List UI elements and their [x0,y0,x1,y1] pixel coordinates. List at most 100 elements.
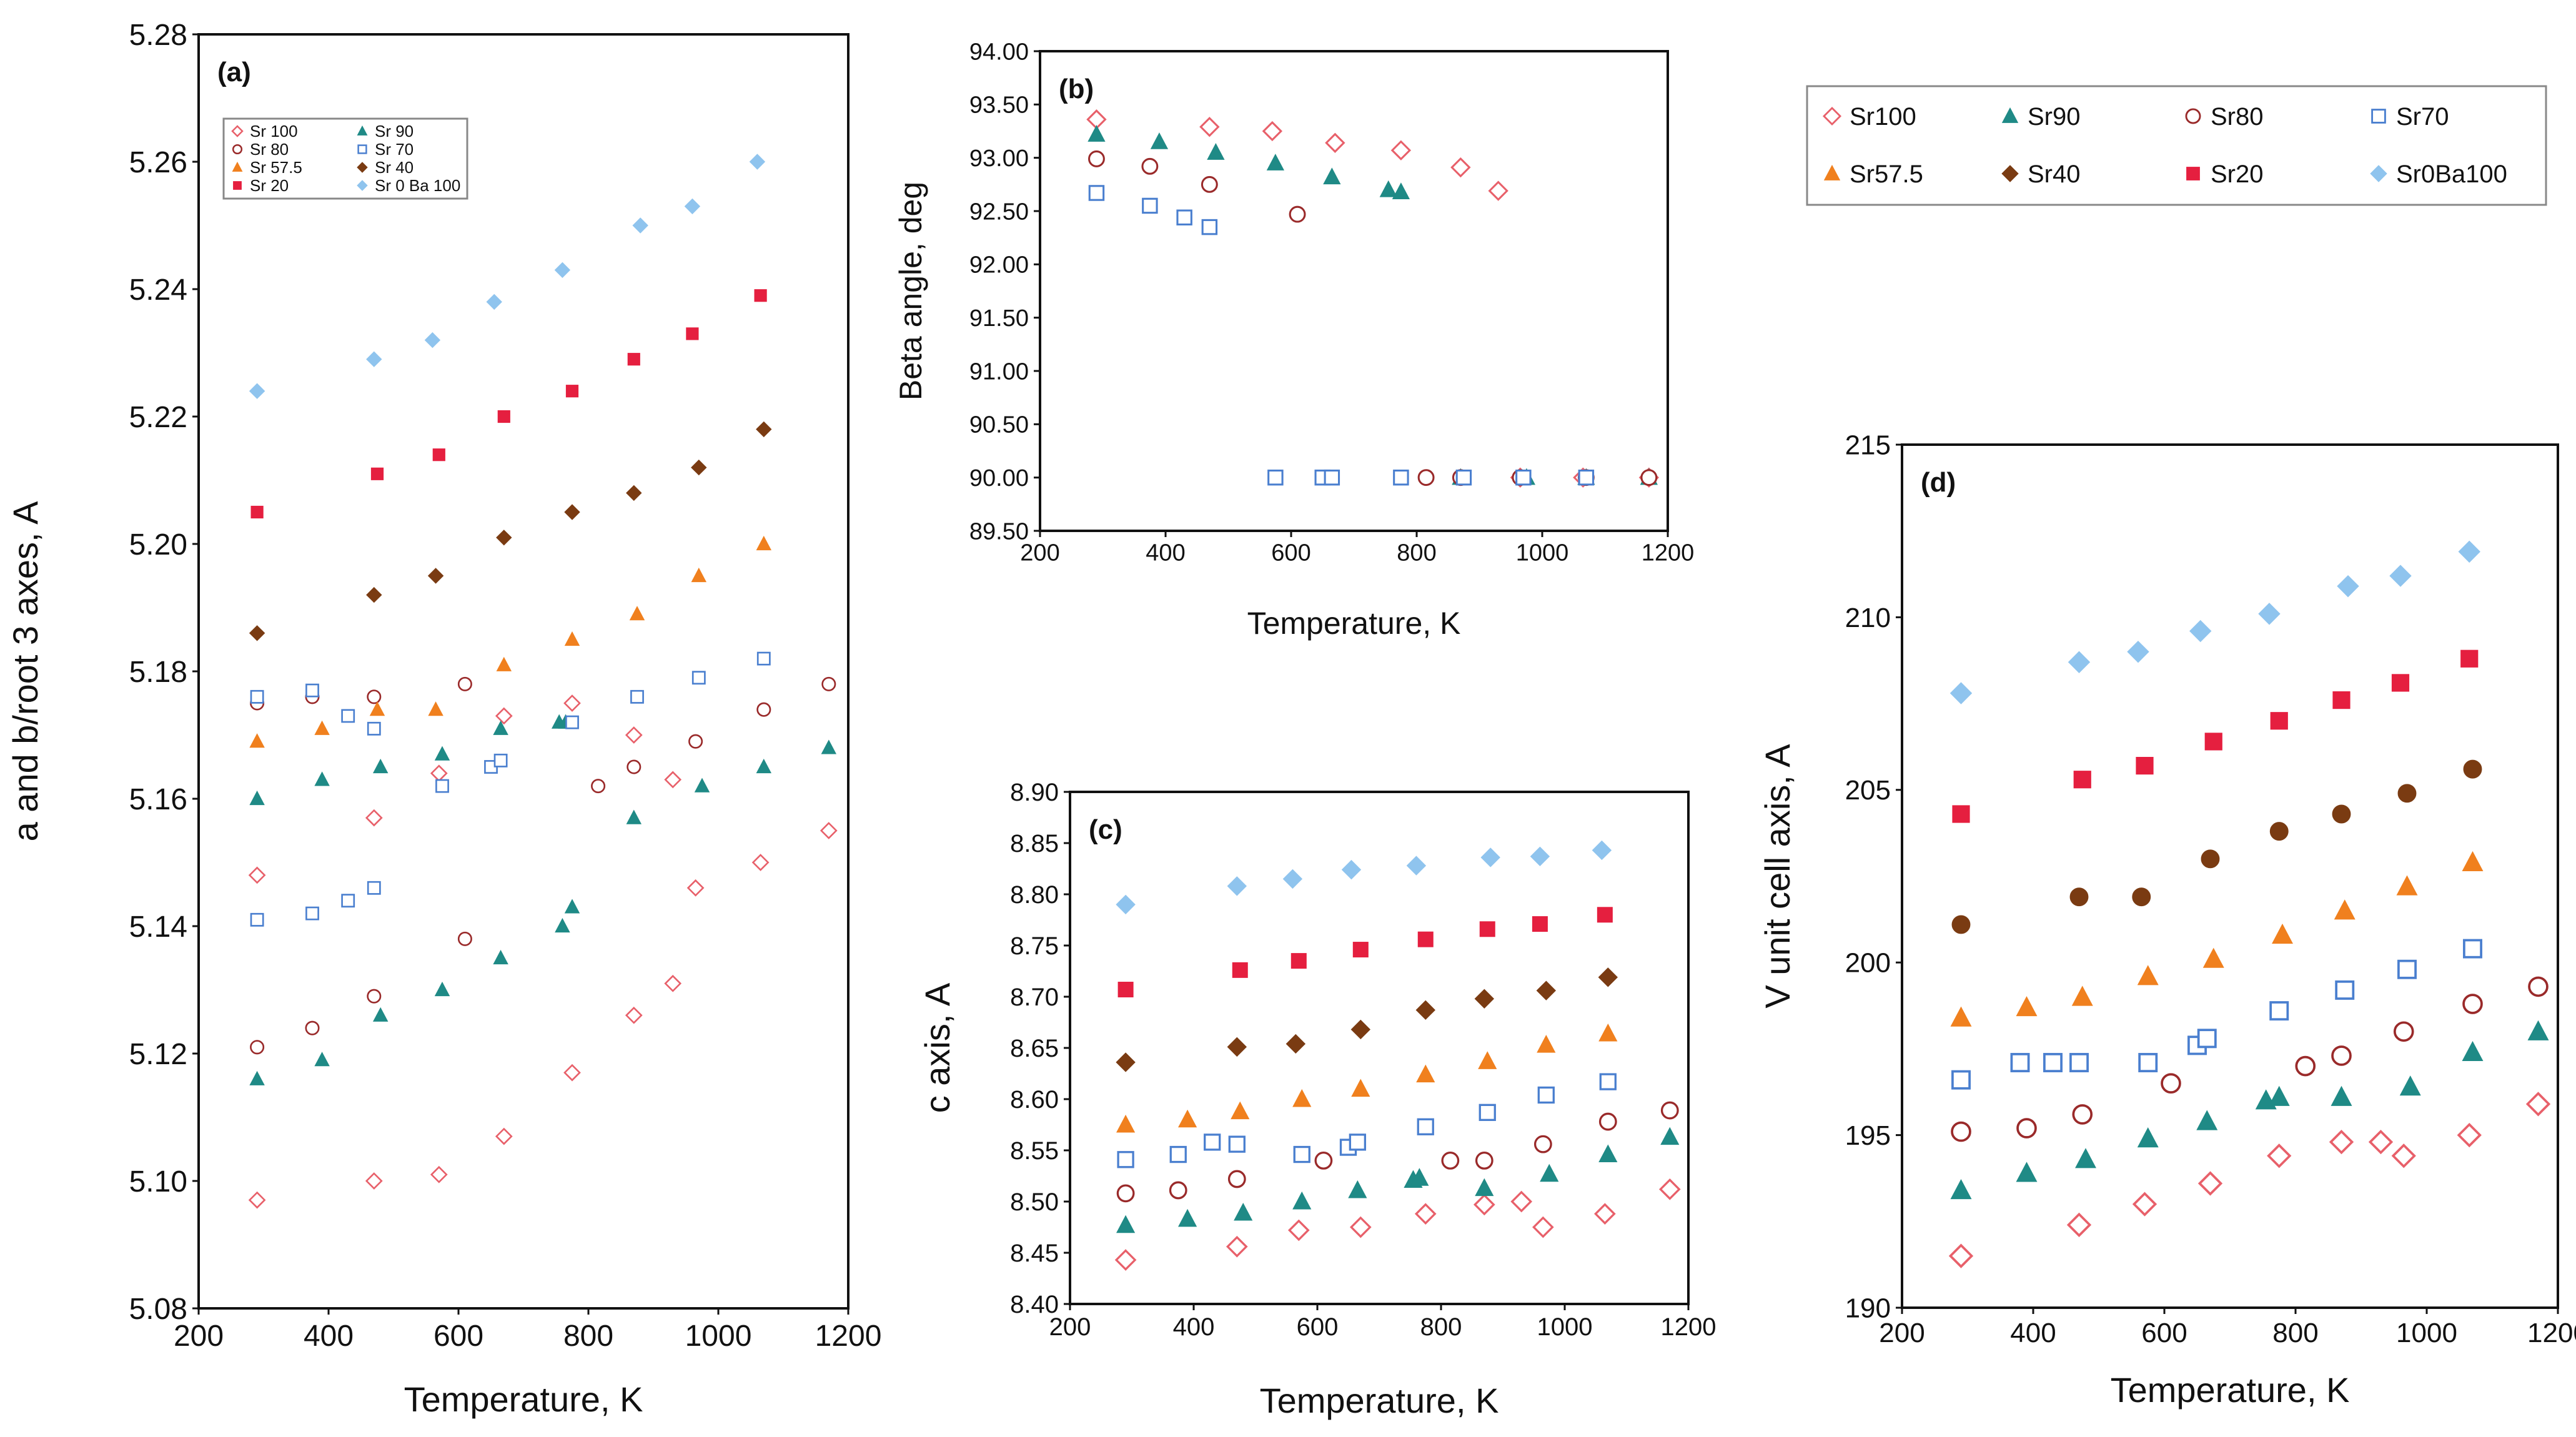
chart-panel-b: 89.50 90.00 90.50 91.00 91.50 92.00 92.50 93.00… [893,39,1694,641]
data-point [1292,1089,1312,1107]
data-point [1116,894,1136,915]
legend-marker [2185,108,2201,124]
data-point [2202,947,2224,968]
y-tick-label: 5.26 [129,146,187,179]
data-point [428,701,443,716]
data-point [2197,1029,2217,1049]
data-point [1199,116,1220,137]
data-point [2329,1130,2354,1155]
data-point [1658,1178,1681,1200]
data-point [625,1006,643,1024]
data-point [756,535,772,551]
y-tick-label: 5.14 [129,911,187,944]
data-point [1287,1219,1310,1242]
data-point [1290,953,1307,969]
data-point [365,809,383,827]
data-point [1415,1000,1435,1020]
data-point [1417,1118,1434,1135]
x-tick-label: 1000 [1516,540,1569,566]
data-point [486,294,502,310]
data-point [2332,804,2351,824]
y-tick-label: 215 [1845,430,1891,460]
x-tick-label: 800 [563,1320,613,1353]
data-point [1532,1216,1554,1238]
data-point [2397,959,2417,979]
data-point [2528,976,2549,997]
data-point [249,383,265,399]
legend-marker [357,125,368,136]
data-point [1392,182,1410,199]
data-point [2016,995,2038,1017]
data-point [2043,1053,2063,1072]
data-point [1379,180,1397,197]
data-point [1510,1190,1533,1213]
data-point [1478,1051,1497,1069]
legend-label: Sr 57.5 [250,158,302,177]
data-point [1950,1178,1972,1200]
data-point [626,809,642,824]
data-point [2075,1148,2096,1168]
data-point [684,198,701,215]
data-point [366,351,382,367]
data-point [1414,1203,1437,1225]
x-axis-label: Temperature, K [404,1380,643,1419]
data-point [1349,1216,1372,1238]
data-point [1267,469,1284,486]
legend-marker [2001,165,2019,182]
x-tick-label: 1200 [815,1320,882,1353]
data-point [1169,1145,1187,1163]
data-point [1116,1052,1136,1072]
data-point [1204,1133,1221,1151]
y-tick-label: 8.90 [1010,779,1059,806]
y-tick-label: 195 [1845,1120,1891,1151]
legend-marker [1823,164,1841,180]
data-point [250,505,264,519]
y-tick-label: 5.16 [129,783,187,816]
legend-marker [2001,107,2019,123]
data-point [1474,989,1495,1009]
x-tick-label: 1000 [685,1320,752,1353]
data-point [248,866,266,884]
data-point [1417,469,1435,486]
y-tick-label: 5.18 [129,656,187,689]
data-point [2197,1171,2223,1196]
data-point [1416,1064,1435,1083]
data-point [2137,965,2159,985]
data-point [1116,1114,1136,1133]
data-point [2138,1053,2158,1072]
data-point [629,606,645,621]
y-tick-label: 8.50 [1010,1188,1059,1216]
x-tick-label: 1200 [1661,1313,1717,1341]
data-point [1292,1191,1312,1210]
data-point [1473,1193,1495,1216]
y-tick-label: 5.24 [129,274,187,307]
y-tick-label: 91.00 [969,358,1029,385]
data-point [2132,1192,2157,1217]
y-tick-label: 90.50 [969,412,1029,438]
data-point [249,733,265,748]
data-point [1592,840,1612,861]
data-point [248,1191,266,1209]
data-point [314,720,330,735]
data-point [2267,1143,2292,1168]
x-tick-label: 400 [1173,1313,1215,1341]
data-point [2010,1053,2030,1072]
data-point [367,989,382,1004]
panel-label: (a) [217,57,251,87]
data-point [372,1007,389,1022]
data-point [554,262,571,279]
legend-label: Sr100 [1850,103,1916,131]
data-point [367,689,382,704]
data-point [1293,1145,1310,1163]
panel-label: (c) [1089,814,1122,845]
legend-label: Sr 20 [250,176,289,195]
data-point [305,1020,320,1035]
data-point [1515,469,1532,486]
data-point [427,568,444,584]
data-point [496,656,512,671]
x-tick-label: 800 [1397,540,1436,566]
data-point [1533,1135,1552,1153]
data-point [497,410,510,423]
data-point [2201,849,2220,869]
legend-marker [357,162,368,173]
